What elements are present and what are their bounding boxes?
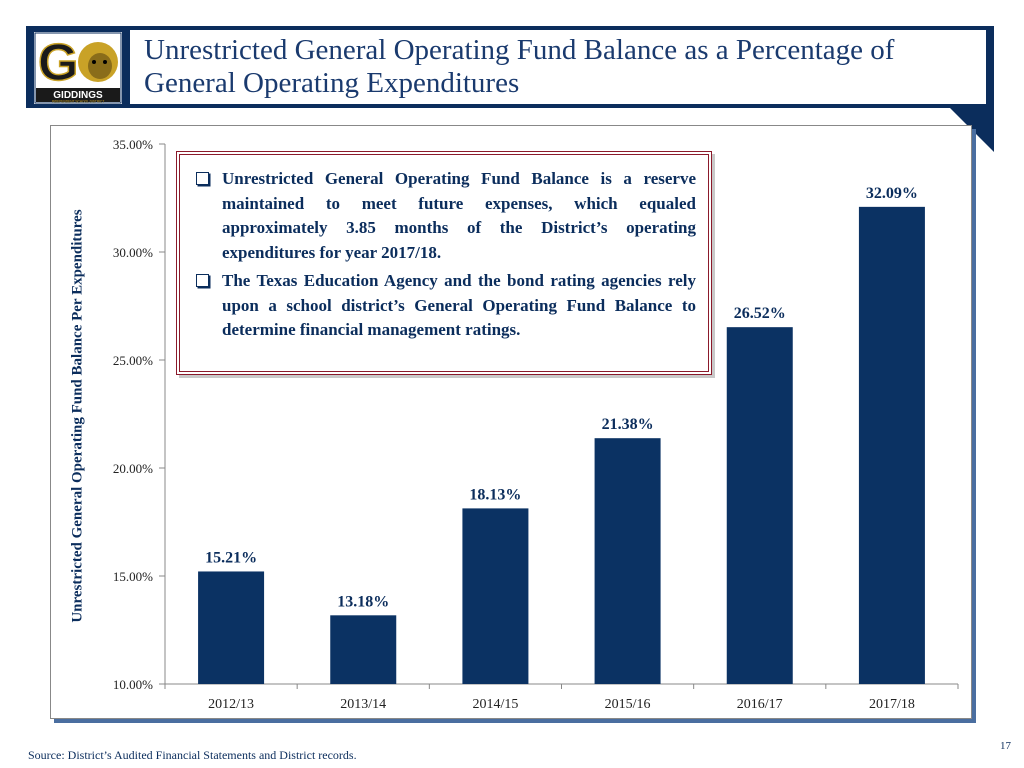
source-note: Source: District’s Audited Financial Sta… [28,748,357,762]
logo-letter: G [38,34,78,92]
callout-bullet: The Texas Education Agency and the bond … [196,269,696,343]
y-tick-label: 15.00% [113,569,153,584]
data-label: 13.18% [337,593,389,610]
bar [330,615,397,684]
page-title: Unrestricted General Operating Fund Bala… [144,34,895,99]
bars [198,206,925,684]
bar [858,206,925,684]
callout-box: Unrestricted General Operating Fund Bala… [176,151,712,375]
x-tick-label: 2015/16 [605,697,651,712]
y-tick-label: 20.00% [113,461,153,476]
checkbox-bullet-icon [196,274,209,287]
x-axis: 2012/13 2013/14 2014/15 2015/16 2016/17 2017/… [164,683,959,712]
y-axis: 10.00% 15.00% 20.00% 25.00% 30.00% 35.00% [113,137,166,692]
data-labels: 15.21% 13.18% 18.13% 21.38% 26.52% 32.09% [205,185,918,610]
callout-bullet: Unrestricted General Operating Fund Bala… [196,167,696,265]
y-axis-label: Unrestricted General Operating Fund Bala… [69,209,86,623]
callout-bullet-text: The Texas Education Agency and the bond … [222,271,696,339]
page-number: 17 [1000,740,1011,752]
data-label: 26.52% [734,305,786,322]
bar [726,327,793,684]
y-tick-label: 35.00% [113,137,153,152]
x-tick-label: 2014/15 [472,697,518,712]
x-tick-label: 2012/13 [208,697,254,712]
x-tick-label: 2013/14 [340,697,386,712]
callout-bullet-text: Unrestricted General Operating Fund Bala… [222,169,696,262]
title-box: Unrestricted General Operating Fund Bala… [130,30,986,106]
bar [462,508,529,684]
data-label: 32.09% [866,185,918,202]
logo-text: GIDDINGS [53,90,103,101]
district-logo: G GIDDINGS INDEPENDENT SCHOOL DISTRICT [34,32,122,104]
data-label: 21.38% [602,416,654,433]
data-label: 18.13% [469,486,521,503]
checkbox-bullet-icon [196,172,209,185]
y-tick-label: 10.00% [113,677,153,692]
y-tick-label: 30.00% [113,245,153,260]
bar [198,571,265,684]
x-tick-label: 2016/17 [737,697,783,712]
logo-subtext: INDEPENDENT SCHOOL DISTRICT [52,100,105,104]
buffalo-mascot-icon [78,37,118,82]
x-tick-label: 2017/18 [869,697,915,712]
bar [594,438,661,684]
data-label: 15.21% [205,549,257,566]
y-tick-label: 25.00% [113,353,153,368]
